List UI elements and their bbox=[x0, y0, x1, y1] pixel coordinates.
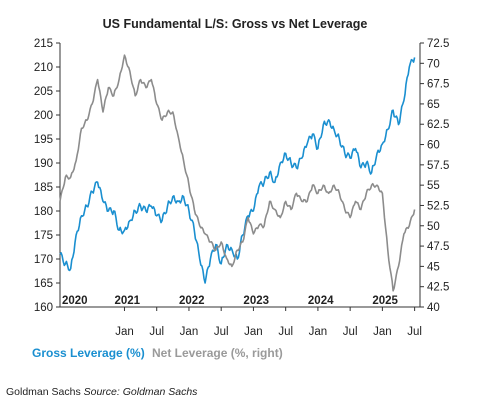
left-tick-label: 195 bbox=[34, 134, 53, 146]
right-tick-label: 55 bbox=[427, 180, 440, 192]
right-tick-label: 47.5 bbox=[427, 241, 449, 253]
x-month-label: Jan bbox=[115, 326, 134, 338]
x-month-label: Jul bbox=[149, 326, 164, 338]
left-tick-label: 190 bbox=[34, 158, 53, 170]
x-month-label: Jan bbox=[244, 326, 263, 338]
right-tick-label: 62.5 bbox=[427, 119, 449, 131]
left-tick-label: 175 bbox=[34, 230, 53, 242]
x-year-label: 2021 bbox=[114, 295, 140, 307]
x-year-label: 2022 bbox=[179, 295, 205, 307]
x-month-label: Jul bbox=[407, 326, 422, 338]
right-tick-label: 67.5 bbox=[427, 79, 449, 91]
x-year-label: 2023 bbox=[243, 295, 269, 307]
left-tick-label: 185 bbox=[34, 182, 53, 194]
right-tick-label: 60 bbox=[427, 140, 440, 152]
left-tick-label: 200 bbox=[34, 110, 53, 122]
caption-prefix: Goldman Sachs bbox=[6, 386, 84, 398]
left-tick-label: 165 bbox=[34, 278, 53, 290]
caption-source: Source: Goldman Sachs bbox=[83, 386, 198, 398]
right-tick-label: 57.5 bbox=[427, 160, 449, 172]
x-month-label: Jul bbox=[343, 326, 358, 338]
right-tick-label: 50 bbox=[427, 221, 440, 233]
left-tick-label: 170 bbox=[34, 254, 53, 266]
left-tick-label: 205 bbox=[34, 86, 53, 98]
left-tick-label: 215 bbox=[34, 38, 53, 50]
right-tick-label: 40 bbox=[427, 302, 440, 314]
net-leverage-line bbox=[59, 54, 416, 292]
right-tick-label: 42.5 bbox=[427, 282, 449, 294]
right-tick-label: 72.5 bbox=[427, 38, 449, 50]
x-month-label: Jan bbox=[180, 326, 199, 338]
x-month-label: Jan bbox=[373, 326, 392, 338]
legend-net: Net Leverage (%, right) bbox=[152, 346, 283, 360]
right-tick-label: 65 bbox=[427, 99, 440, 111]
left-tick-label: 180 bbox=[34, 206, 53, 218]
x-month-label: Jul bbox=[214, 326, 229, 338]
gross-leverage-line bbox=[59, 57, 416, 284]
right-tick-label: 45 bbox=[427, 261, 440, 273]
left-tick-label: 210 bbox=[34, 62, 53, 74]
x-month-label: Jul bbox=[278, 326, 293, 338]
legend-gross: Gross Leverage (%) bbox=[32, 346, 145, 360]
x-year-label: 2020 bbox=[62, 295, 88, 307]
source-caption: Goldman Sachs Source: Goldman Sachs bbox=[6, 386, 197, 398]
right-tick-label: 70 bbox=[427, 58, 440, 70]
x-month-label: Jan bbox=[309, 326, 328, 338]
right-tick-label: 52.5 bbox=[427, 200, 449, 212]
x-year-label: 2024 bbox=[308, 295, 334, 307]
x-year-label: 2025 bbox=[372, 295, 398, 307]
left-tick-label: 160 bbox=[34, 302, 53, 314]
chart-title: US Fundamental L/S: Gross vs Net Leverag… bbox=[103, 17, 368, 31]
